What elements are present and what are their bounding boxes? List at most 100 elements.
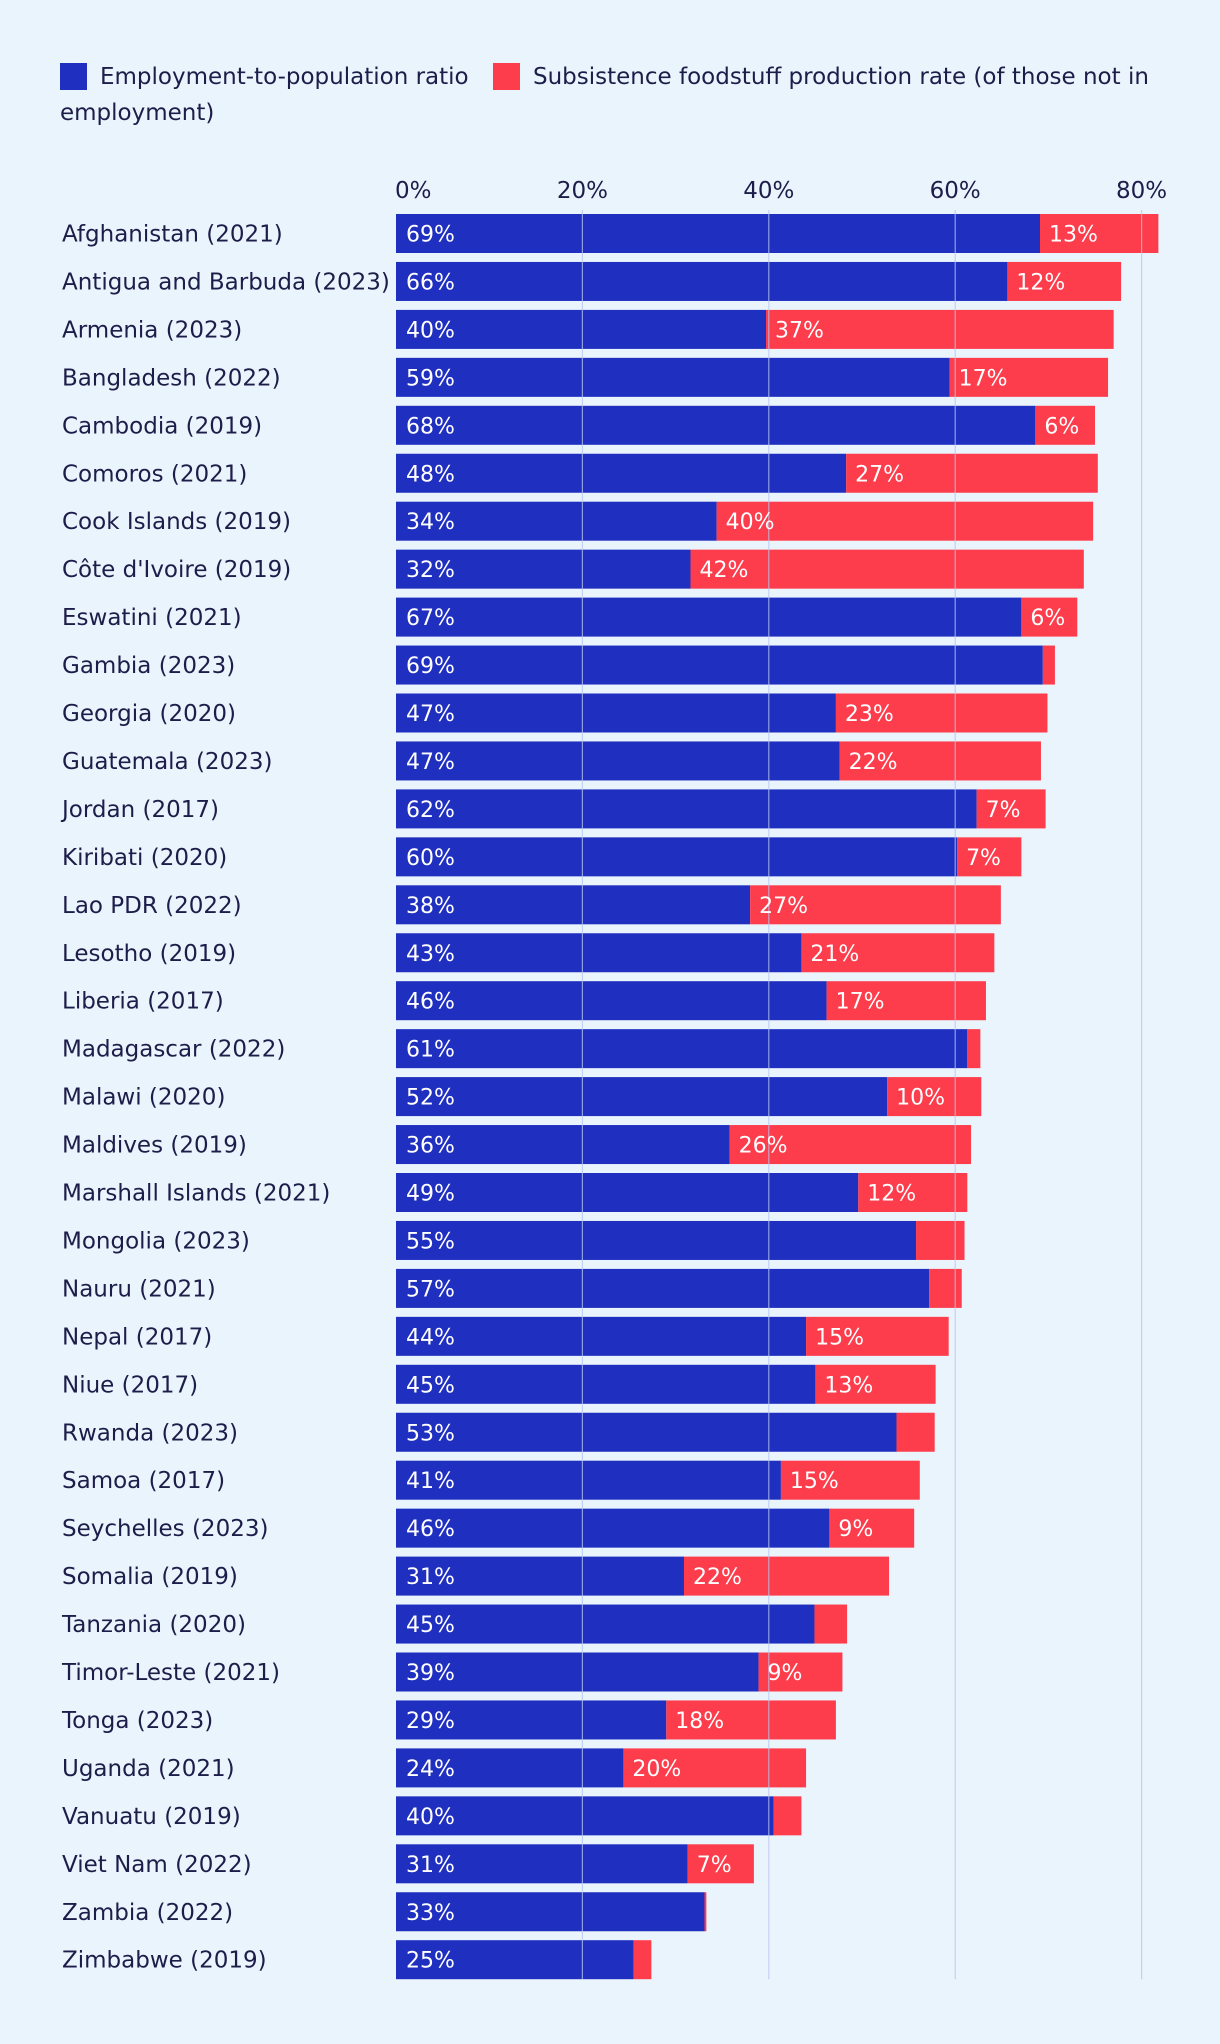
bar-employment: [396, 1796, 774, 1836]
data-label-employment: 62%: [406, 798, 455, 823]
data-label-employment: 59%: [406, 366, 455, 391]
category-label: Tonga (2023): [61, 1708, 213, 1734]
bar-subsistence: [623, 1748, 807, 1788]
category-label: Viet Nam (2022): [62, 1852, 252, 1878]
x-axis-ticks: 0% 20% 40% 60% 80%: [395, 178, 1167, 204]
data-label-employment: 38%: [406, 894, 455, 919]
bar-subsistence: [967, 1029, 981, 1069]
data-label-subsistence: 17%: [836, 990, 885, 1015]
data-label-subsistence: 9%: [838, 1517, 873, 1542]
data-label-subsistence: 12%: [1016, 270, 1065, 295]
bar-subsistence: [858, 1173, 968, 1212]
bar-employment: [396, 1268, 930, 1308]
category-label: Côte d'Ivoire (2019): [62, 557, 291, 583]
data-label-employment: 34%: [406, 510, 455, 535]
bar-employment: [396, 1125, 730, 1165]
data-label-employment: 66%: [406, 270, 455, 295]
data-label-employment: 45%: [406, 1613, 455, 1638]
bar-employment: [396, 501, 717, 541]
category-label: Mongolia (2023): [62, 1228, 250, 1254]
category-label: Eswatini (2021): [62, 605, 242, 631]
bar-employment: [396, 1220, 917, 1260]
category-label: Bangladesh (2022): [62, 365, 281, 391]
data-label-subsistence: 17%: [959, 366, 1008, 391]
x-tick-label: 20%: [557, 178, 608, 204]
data-label-subsistence: 22%: [693, 1565, 742, 1590]
bar-subsistence: [1021, 597, 1078, 637]
bar-employment: [396, 645, 1043, 685]
bar-employment: [396, 1316, 807, 1356]
x-tick-label: 0%: [395, 178, 432, 204]
legend-label-subsistence: Subsistence foodstuff production rate (o…: [533, 64, 1149, 90]
data-label-employment: 46%: [406, 1517, 455, 1542]
category-label: Marshall Islands (2021): [62, 1181, 330, 1207]
bar-subsistence: [666, 1700, 836, 1740]
category-label: Rwanda (2023): [62, 1420, 238, 1446]
bar-subsistence: [766, 309, 1114, 349]
data-label-subsistence: 13%: [824, 1373, 873, 1398]
bar-subsistence: [916, 1220, 965, 1260]
category-label: Malawi (2020): [62, 1085, 225, 1111]
bar-subsistence: [1007, 261, 1122, 301]
category-label: Tanzania (2020): [61, 1612, 246, 1638]
legend-label-subsistence-cont: employment): [60, 100, 214, 126]
data-label-subsistence: 23%: [845, 702, 894, 727]
x-tick-label: 80%: [1116, 178, 1167, 204]
data-label-employment: 47%: [406, 702, 455, 727]
data-label-subsistence: 22%: [849, 750, 898, 775]
bar-employment: [396, 1412, 897, 1452]
data-label-subsistence: 27%: [759, 894, 808, 919]
data-label-subsistence: 27%: [855, 462, 904, 487]
data-label-employment: 53%: [406, 1421, 455, 1446]
bar-employment: [396, 597, 1022, 637]
category-label: Zimbabwe (2019): [62, 1948, 267, 1974]
data-label-subsistence: 7%: [697, 1853, 732, 1878]
bar-employment: [396, 1940, 634, 1980]
data-label-employment: 29%: [406, 1709, 455, 1734]
bar-subsistence: [887, 1077, 982, 1117]
data-label-subsistence: 26%: [739, 1134, 788, 1159]
bar-subsistence: [683, 1556, 890, 1596]
data-label-subsistence: 15%: [790, 1469, 839, 1494]
data-label-employment: 24%: [406, 1757, 455, 1782]
bar-employment: [396, 1460, 781, 1500]
category-label: Madagascar (2022): [62, 1037, 285, 1063]
bar-employment: [396, 933, 802, 973]
data-label-employment: 57%: [406, 1277, 455, 1302]
x-tick-label: 40%: [743, 178, 794, 204]
data-labels: 69% 13% 66% 12% 40% 37% 59% 17% 68% 6% 48% 27% 34% 40…: [406, 223, 1098, 1974]
bar-subsistence: [750, 885, 1001, 925]
category-label: Jordan (2017): [60, 797, 219, 823]
category-labels: Afghanistan (2021) Antigua and Barbuda (2…: [60, 222, 390, 1974]
bar-employment: [396, 261, 1008, 301]
bar-subsistence: [1040, 214, 1159, 253]
bar-employment: [396, 549, 691, 589]
data-label-subsistence: 6%: [1044, 414, 1079, 439]
x-tick-label: 60%: [930, 178, 981, 204]
category-label: Cambodia (2019): [62, 413, 262, 439]
data-label-employment: 40%: [406, 1805, 455, 1830]
bar-subsistence: [949, 357, 1109, 397]
bar-subsistence: [633, 1940, 652, 1980]
bar-employment: [396, 309, 767, 349]
bar-subsistence: [829, 1508, 915, 1548]
data-label-subsistence: 18%: [675, 1709, 724, 1734]
legend-swatch-employment: [60, 63, 87, 90]
category-label: Afghanistan (2021): [62, 222, 283, 248]
bar-subsistence: [780, 1460, 920, 1500]
legend: Employment-to-population ratio Subsisten…: [60, 63, 1149, 126]
bar-employment: [396, 214, 1041, 253]
category-label: Niue (2017): [62, 1372, 198, 1398]
data-label-employment: 39%: [406, 1661, 455, 1686]
category-label: Antigua and Barbuda (2023): [62, 269, 390, 295]
category-label: Nepal (2017): [62, 1324, 212, 1350]
bar-employment: [396, 1700, 667, 1740]
bar-employment: [396, 1604, 815, 1644]
category-label: Lesotho (2019): [62, 941, 236, 967]
data-label-employment: 55%: [406, 1229, 455, 1254]
data-label-employment: 44%: [406, 1325, 455, 1350]
data-label-employment: 68%: [406, 414, 455, 439]
data-label-employment: 60%: [406, 846, 455, 871]
data-label-subsistence: 37%: [775, 318, 824, 343]
bar-employment: [396, 1844, 688, 1884]
